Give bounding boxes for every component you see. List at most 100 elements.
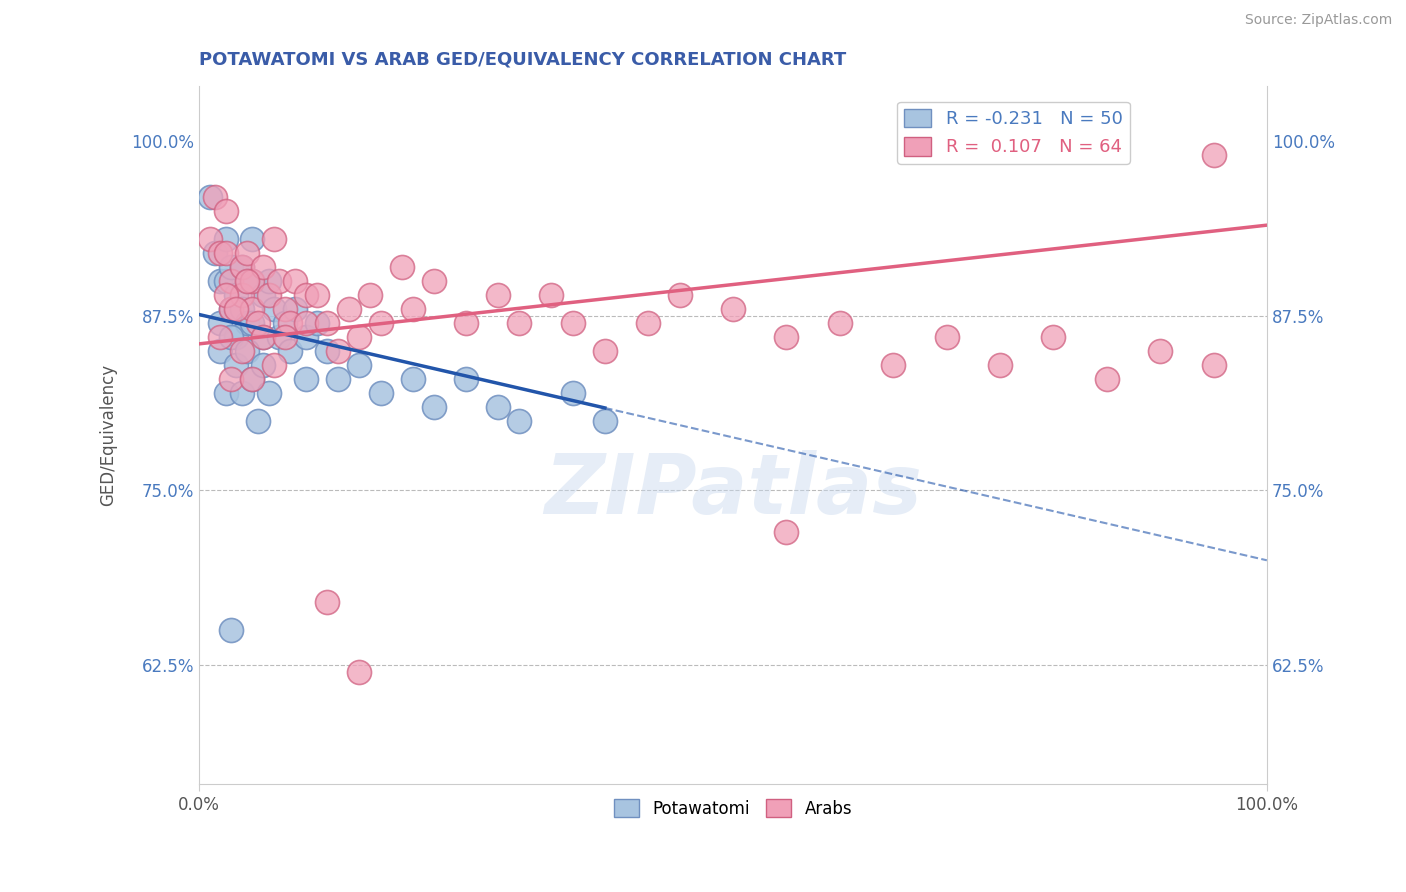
Point: [209, 316, 232, 330]
Point: [219, 301, 242, 316]
Point: [391, 260, 413, 274]
Point: [231, 260, 253, 274]
Point: [215, 232, 238, 246]
Text: Source: ZipAtlas.com: Source: ZipAtlas.com: [1244, 13, 1392, 28]
Point: [242, 372, 264, 386]
Point: [423, 274, 446, 288]
Point: [337, 301, 360, 316]
Point: [486, 288, 509, 302]
Point: [231, 343, 253, 358]
Point: [204, 190, 226, 204]
Point: [402, 301, 425, 316]
Point: [316, 595, 339, 609]
Point: [198, 190, 221, 204]
Point: [1202, 148, 1225, 162]
Point: [263, 301, 285, 316]
Point: [269, 330, 291, 344]
Point: [295, 372, 318, 386]
Point: [284, 274, 307, 288]
Point: [263, 232, 285, 246]
Point: [1042, 330, 1064, 344]
Point: [540, 288, 562, 302]
Point: [269, 274, 291, 288]
Point: [316, 343, 339, 358]
Point: [236, 316, 259, 330]
Point: [252, 330, 274, 344]
Point: [295, 316, 318, 330]
Point: [219, 260, 242, 274]
Point: [252, 260, 274, 274]
Point: [278, 343, 301, 358]
Point: [209, 330, 232, 344]
Point: [225, 358, 247, 372]
Point: [508, 316, 530, 330]
Point: [236, 274, 259, 288]
Point: [278, 316, 301, 330]
Point: [231, 301, 253, 316]
Point: [242, 232, 264, 246]
Point: [215, 246, 238, 260]
Point: [637, 316, 659, 330]
Point: [242, 372, 264, 386]
Point: [225, 330, 247, 344]
Point: [486, 400, 509, 414]
Point: [273, 301, 295, 316]
Point: [215, 274, 238, 288]
Point: [561, 385, 583, 400]
Point: [215, 385, 238, 400]
Point: [284, 301, 307, 316]
Point: [257, 274, 280, 288]
Point: [454, 316, 477, 330]
Point: [326, 343, 349, 358]
Point: [359, 288, 381, 302]
Point: [219, 372, 242, 386]
Point: [935, 330, 957, 344]
Point: [305, 316, 328, 330]
Point: [209, 274, 232, 288]
Point: [225, 301, 247, 316]
Point: [236, 246, 259, 260]
Point: [273, 316, 295, 330]
Text: ZIPatlas: ZIPatlas: [544, 450, 922, 531]
Point: [225, 288, 247, 302]
Point: [273, 330, 295, 344]
Point: [246, 414, 269, 428]
Point: [209, 246, 232, 260]
Point: [295, 330, 318, 344]
Point: [988, 358, 1011, 372]
Point: [252, 288, 274, 302]
Point: [316, 316, 339, 330]
Point: [242, 301, 264, 316]
Point: [721, 301, 744, 316]
Point: [1202, 358, 1225, 372]
Point: [1149, 343, 1171, 358]
Point: [775, 330, 797, 344]
Point: [209, 343, 232, 358]
Y-axis label: GED/Equivalency: GED/Equivalency: [100, 364, 117, 506]
Point: [257, 385, 280, 400]
Point: [1095, 372, 1118, 386]
Point: [593, 414, 616, 428]
Point: [219, 274, 242, 288]
Point: [204, 246, 226, 260]
Point: [370, 316, 392, 330]
Point: [402, 372, 425, 386]
Point: [326, 372, 349, 386]
Point: [242, 316, 264, 330]
Point: [775, 525, 797, 540]
Point: [246, 316, 269, 330]
Point: [349, 330, 371, 344]
Point: [219, 623, 242, 637]
Point: [219, 301, 242, 316]
Point: [349, 665, 371, 679]
Point: [257, 288, 280, 302]
Point: [236, 343, 259, 358]
Legend: Potawatomi, Arabs: Potawatomi, Arabs: [607, 793, 859, 824]
Point: [668, 288, 690, 302]
Point: [215, 204, 238, 219]
Point: [349, 358, 371, 372]
Point: [215, 288, 238, 302]
Point: [370, 385, 392, 400]
Text: POTAWATOMI VS ARAB GED/EQUIVALENCY CORRELATION CHART: POTAWATOMI VS ARAB GED/EQUIVALENCY CORRE…: [200, 51, 846, 69]
Point: [219, 330, 242, 344]
